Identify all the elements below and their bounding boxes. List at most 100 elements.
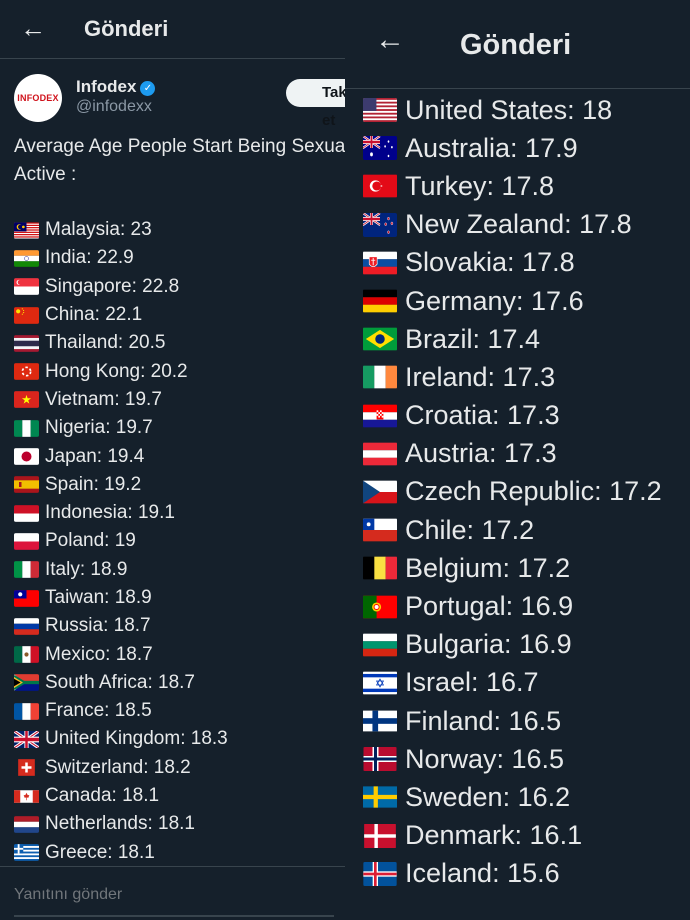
list-item: Chile: 17.2 <box>363 511 662 549</box>
flag-netherlands-icon <box>14 816 39 833</box>
list-item-text: Vietnam: 19.7 <box>45 388 162 410</box>
list-item-text: Switzerland: 18.2 <box>45 756 191 778</box>
list-item: Sweden: 16.2 <box>363 778 662 816</box>
back-arrow-icon[interactable]: ← <box>375 23 405 56</box>
list-item-text: Slovakia: 17.8 <box>405 247 575 278</box>
flag-taiwan-icon <box>14 589 39 607</box>
flag-hongkong-icon <box>14 363 39 380</box>
list-item-text: United Kingdom: 18.3 <box>45 728 228 750</box>
list-item-text: Russia: 18.7 <box>45 615 151 637</box>
list-item: Bulgaria: 16.9 <box>363 626 662 664</box>
post-header: ← Gönderi <box>0 0 345 59</box>
list-item: Indonesia: 19.1 <box>14 499 228 527</box>
flag-spain-icon <box>14 476 39 494</box>
flag-brazil-icon <box>363 327 397 351</box>
list-item: Vietnam: 19.7 <box>14 386 228 414</box>
list-item: Denmark: 16.1 <box>363 817 662 855</box>
list-item-text: Indonesia: 19.1 <box>45 502 175 524</box>
flag-poland-icon <box>14 533 39 550</box>
list-item-text: Czech Republic: 17.2 <box>405 476 662 507</box>
list-item: Australia: 17.9 <box>363 129 662 167</box>
header-title-right: Gönderi <box>460 29 572 61</box>
list-item-text: Israel: 16.7 <box>405 667 539 698</box>
list-item: China: 22.1 <box>14 301 228 329</box>
flag-chile-icon <box>363 518 397 542</box>
user-handle[interactable]: @infodexx <box>76 98 152 115</box>
list-item-text: Sweden: 16.2 <box>405 781 571 812</box>
back-arrow-icon[interactable]: ← <box>20 13 46 43</box>
list-item-text: Brazil: 17.4 <box>405 323 541 354</box>
list-item-text: Belgium: 17.2 <box>405 552 571 583</box>
list-item-text: Finland: 16.5 <box>405 705 562 736</box>
tweet-text-line-1: Average Age People Start Being Sexually <box>14 136 345 157</box>
tweet-text-line-2: Active : <box>14 164 77 185</box>
list-item-text: Canada: 18.1 <box>45 785 160 807</box>
flag-croatia-icon <box>363 404 397 428</box>
country-list-right: United States: 18 Australia: 17.9 Turkey: … <box>363 91 662 893</box>
list-item-text: Japan: 19.4 <box>45 445 145 467</box>
list-item-text: Italy: 18.9 <box>45 558 128 580</box>
list-item: Japan: 19.4 <box>14 442 228 470</box>
follow-button[interactable]: Takip et <box>286 79 345 129</box>
list-item: Israel: 16.7 <box>363 664 662 702</box>
list-item-text: Mexico: 18.7 <box>45 643 153 665</box>
list-item: United States: 18 <box>363 91 662 129</box>
list-item-text: Malaysia: 23 <box>45 219 152 241</box>
user-name-text: Infodex <box>76 77 137 96</box>
reply-underline <box>14 915 334 917</box>
list-item-text: United States: 18 <box>405 94 613 125</box>
list-item: Malaysia: 23 <box>14 216 228 244</box>
list-item-text: Ireland: 17.3 <box>405 361 556 392</box>
list-item: Slovakia: 17.8 <box>363 244 662 282</box>
flag-australia-icon <box>363 136 397 161</box>
list-item: Norway: 16.5 <box>363 740 662 778</box>
list-item-text: Thailand: 20.5 <box>45 332 166 354</box>
list-item: Austria: 17.3 <box>363 435 662 473</box>
flag-austria-icon <box>363 442 397 466</box>
flag-iceland-icon <box>363 861 397 886</box>
list-item-text: Iceland: 15.6 <box>405 858 560 889</box>
flag-indonesia-icon <box>14 504 39 522</box>
list-item-text: Hong Kong: 20.2 <box>45 360 188 382</box>
flag-czech-icon <box>363 480 397 504</box>
list-item-text: New Zealand: 17.8 <box>405 209 632 240</box>
flag-denmark-icon <box>363 823 397 848</box>
user-name[interactable]: Infodex ✓ <box>76 77 156 97</box>
flag-portugal-icon <box>363 595 397 619</box>
list-item: Greece: 18.1 <box>14 839 228 867</box>
list-item: New Zealand: 17.8 <box>363 206 662 244</box>
flag-israel-icon <box>363 671 397 695</box>
list-item-text: Denmark: 16.1 <box>405 820 583 851</box>
list-item: Italy: 18.9 <box>14 556 228 584</box>
avatar-logo-text: INFODEX <box>17 93 59 103</box>
country-list-left: Malaysia: 23 India: 22.9 Singapore: 22.8 Ch… <box>14 216 228 867</box>
flag-switzerland-icon <box>14 759 39 777</box>
flag-southafrica-icon <box>14 674 39 692</box>
list-item-text: Bulgaria: 16.9 <box>405 629 572 660</box>
list-item-text: Australia: 17.9 <box>405 132 578 163</box>
list-item: Germany: 17.6 <box>363 282 662 320</box>
list-item-text: Germany: 17.6 <box>405 285 584 316</box>
reply-input[interactable]: Yanıtını gönder <box>14 886 123 903</box>
list-item-text: Greece: 18.1 <box>45 841 155 863</box>
flag-malaysia-icon <box>14 222 39 239</box>
flag-turkey-icon <box>363 174 397 198</box>
list-item-text: India: 22.9 <box>45 247 134 269</box>
flag-china-icon <box>14 306 39 324</box>
flag-slovakia-icon <box>363 251 397 275</box>
list-item: Mexico: 18.7 <box>14 640 228 668</box>
list-item-text: Portugal: 16.9 <box>405 591 574 622</box>
list-item: Russia: 18.7 <box>14 612 228 640</box>
avatar[interactable]: INFODEX <box>14 74 62 122</box>
tweet-text: Average Age People Start Being Sexually … <box>14 133 345 189</box>
flag-usa-icon <box>363 98 397 123</box>
list-item: Switzerland: 18.2 <box>14 754 228 782</box>
flag-uk-icon <box>14 730 39 748</box>
flag-japan-icon <box>14 448 39 465</box>
list-item: United Kingdom: 18.3 <box>14 725 228 753</box>
right-screenshot: ← Gönderi United States: 18 Australia: 17… <box>345 0 690 920</box>
list-item: India: 22.9 <box>14 244 228 272</box>
flag-mexico-icon <box>14 646 39 663</box>
list-item-text: Austria: 17.3 <box>405 438 557 469</box>
flag-germany-icon <box>363 289 397 313</box>
